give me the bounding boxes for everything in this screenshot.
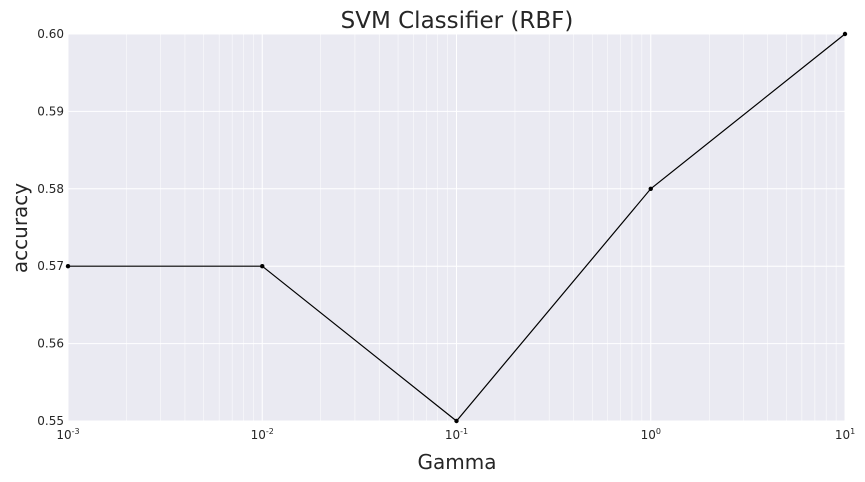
data-point: [260, 264, 265, 269]
y-tick-labels: 0.55 0.56 0.57 0.58 0.59 0.60: [37, 27, 64, 428]
x-tick-labels: 10-3 10-2 10-1 100 101: [56, 427, 855, 442]
y-tick-label: 0.60: [37, 27, 64, 41]
data-markers: [65, 31, 848, 424]
x-tick-label: 101: [835, 427, 855, 442]
y-axis-label: accuracy: [8, 183, 32, 273]
y-tick-label: 0.58: [37, 182, 64, 196]
y-tick-label: 0.56: [37, 337, 64, 351]
data-point: [648, 186, 653, 191]
x-tick-label: 100: [641, 427, 661, 442]
grid-lines: [67, 33, 846, 422]
data-point: [454, 418, 459, 424]
y-tick-label: 0.59: [37, 104, 64, 118]
data-point: [65, 264, 71, 269]
x-tick-label: 10-3: [56, 427, 79, 442]
chart-title: SVM Classifier (RBF): [341, 8, 574, 34]
x-tick-label: 10-1: [445, 427, 468, 442]
y-tick-label: 0.55: [37, 414, 64, 428]
x-tick-label: 10-2: [251, 427, 274, 442]
y-tick-label: 0.57: [37, 259, 64, 273]
data-point: [842, 31, 848, 37]
x-axis-label: Gamma: [418, 450, 497, 474]
